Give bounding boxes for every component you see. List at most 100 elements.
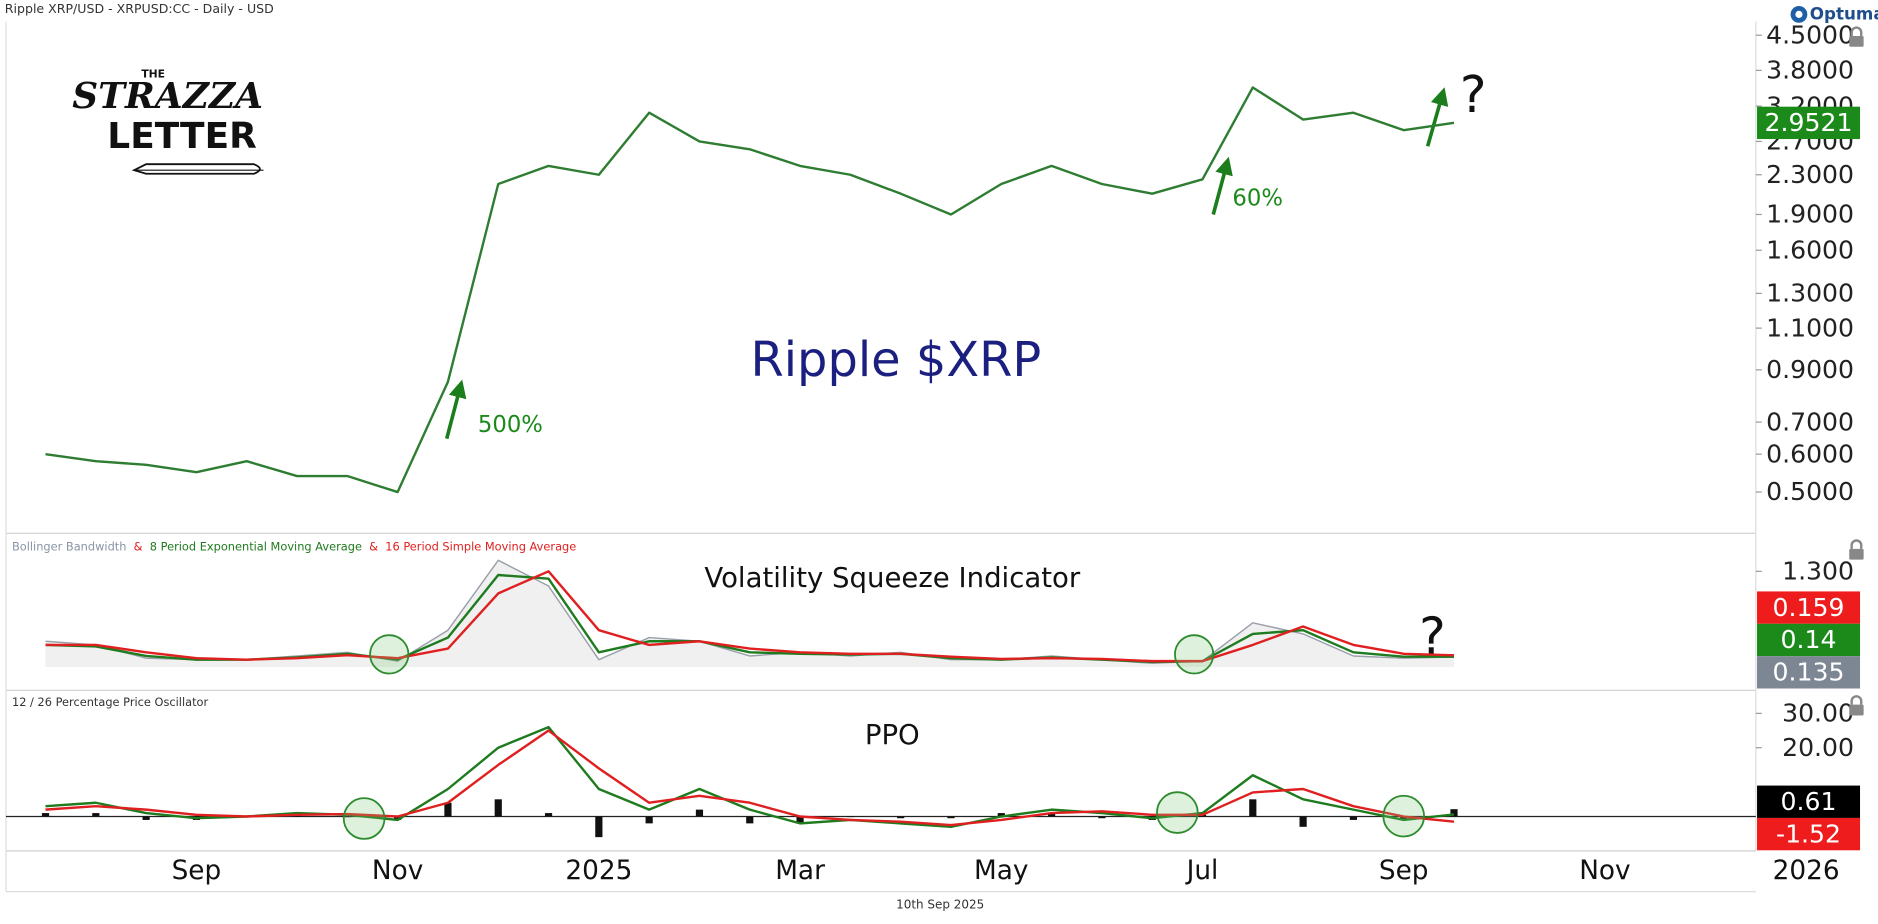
x-tick-label: 2025 bbox=[565, 856, 632, 886]
y-tick-label: 0.6000 bbox=[1766, 439, 1854, 468]
x-tick-label: 2026 bbox=[1773, 856, 1840, 886]
last-value-box bbox=[1757, 106, 1861, 140]
histogram-bar bbox=[343, 816, 351, 818]
y-tick-label: 1.9000 bbox=[1766, 200, 1854, 229]
marks: Sep Nov 2025 Mar May Jul Sep Nov 2026 4.5000 3.800… bbox=[5, 20, 1861, 886]
panel-title: PPO bbox=[865, 719, 920, 751]
y-tick-label: 4.5000 bbox=[1766, 20, 1854, 49]
x-tick-label: Jul bbox=[1185, 856, 1219, 886]
histogram-bar bbox=[444, 802, 452, 817]
highlight-circle bbox=[1156, 791, 1199, 834]
x-tick-label: Sep bbox=[172, 856, 222, 886]
histogram-bar bbox=[645, 816, 653, 824]
histogram-bar bbox=[1249, 799, 1257, 817]
highlight-circle bbox=[1174, 634, 1215, 675]
last-value-label: 0.135 bbox=[1773, 658, 1845, 687]
y-tick-label: 1.1000 bbox=[1766, 313, 1854, 342]
y-tick-label: 0.5000 bbox=[1766, 477, 1854, 506]
histogram-bar bbox=[92, 813, 100, 817]
highlight-circle bbox=[342, 797, 386, 840]
histogram-bar bbox=[1047, 813, 1056, 817]
logo-text: STRAZZA bbox=[72, 75, 263, 117]
x-tick-label: Nov bbox=[372, 856, 423, 886]
lock-icon bbox=[1850, 26, 1863, 36]
annotation: 60% bbox=[1232, 185, 1283, 211]
arrow bbox=[445, 379, 467, 440]
lock-icon bbox=[1850, 695, 1863, 705]
histogram-bar bbox=[1098, 816, 1106, 819]
series-line bbox=[45, 570, 1455, 663]
y-tick-label: 3.8000 bbox=[1766, 56, 1854, 85]
arrow bbox=[1211, 156, 1233, 215]
histogram-bar bbox=[746, 816, 754, 824]
brand: Optuma bbox=[1790, 3, 1878, 23]
panel-title: Volatility Squeeze Indicator bbox=[704, 562, 1080, 594]
histogram-bar bbox=[1450, 809, 1458, 817]
legend-separator: & bbox=[369, 539, 378, 553]
histogram-bar bbox=[394, 816, 402, 820]
y-tick-label: 30.00 bbox=[1782, 699, 1854, 728]
histogram-bar bbox=[544, 813, 553, 817]
footer-date: 10th Sep 2025 bbox=[896, 897, 984, 911]
histogram-bar bbox=[796, 816, 804, 824]
legend-entry: Bollinger Bandwidth bbox=[12, 539, 126, 553]
logo: THE STRAZZA LETTER bbox=[72, 67, 264, 175]
y-tick-label: 1.6000 bbox=[1766, 235, 1854, 264]
area bbox=[45, 560, 1455, 668]
highlights bbox=[342, 634, 1425, 840]
logo-text: THE bbox=[141, 67, 165, 80]
histogram-bar bbox=[1349, 816, 1357, 820]
series-line bbox=[45, 86, 1455, 494]
histogram-bar bbox=[695, 809, 704, 817]
last-value-label: -1.52 bbox=[1776, 819, 1841, 848]
lock-icon bbox=[1849, 548, 1864, 560]
lock-icon bbox=[1849, 704, 1864, 716]
lock-icon bbox=[1849, 35, 1864, 47]
last-value-box bbox=[1757, 785, 1861, 818]
series-line bbox=[45, 729, 1455, 827]
last-value-box bbox=[1757, 817, 1861, 851]
arrow bbox=[1425, 87, 1449, 147]
histogram-bar bbox=[947, 816, 955, 819]
legend-separator: & bbox=[134, 539, 143, 553]
x-tick-label: Nov bbox=[1579, 856, 1630, 886]
header: Ripple XRP/USD - XRPUSD:CC - Daily - USD bbox=[5, 1, 274, 16]
y-tick-label: 20.00 bbox=[1782, 733, 1854, 762]
y-tick-label: 2.3000 bbox=[1766, 160, 1854, 189]
last-value-box bbox=[1757, 656, 1861, 689]
y-tick-label: 1.300 bbox=[1782, 557, 1854, 586]
highlight-circle bbox=[1382, 794, 1425, 838]
y-tick-label: 1.3000 bbox=[1766, 279, 1854, 308]
annotation: ? bbox=[1460, 65, 1487, 124]
price-title: Ripple $XRP bbox=[750, 333, 1041, 388]
legend-entry: 8 Period Exponential Moving Average bbox=[150, 539, 362, 553]
legend-entry: 16 Period Simple Moving Average bbox=[385, 539, 576, 553]
brand-name: Optuma bbox=[1810, 3, 1878, 23]
last-value-label: 0.159 bbox=[1773, 593, 1845, 622]
histogram-bar bbox=[41, 813, 50, 817]
lock-icon bbox=[1850, 539, 1863, 549]
brand-icon bbox=[1795, 10, 1803, 18]
histogram-bar bbox=[494, 799, 502, 817]
y-tick-label: 0.7000 bbox=[1766, 407, 1854, 436]
x-tick-label: Sep bbox=[1379, 856, 1429, 886]
histogram-bar bbox=[897, 816, 905, 819]
last-value-label: 0.14 bbox=[1781, 625, 1837, 654]
panel-caption: 12 / 26 Percentage Price Oscillator bbox=[12, 695, 209, 709]
highlight-circle bbox=[369, 634, 410, 675]
annotation: 500% bbox=[478, 412, 543, 438]
histogram-bar bbox=[1400, 816, 1408, 820]
histogram-bar bbox=[1299, 816, 1307, 827]
last-value-label: 2.9521 bbox=[1765, 108, 1853, 137]
y-tick-label: 0.9000 bbox=[1766, 355, 1854, 384]
legend: Bollinger Bandwidth & 8 Period Exponenti… bbox=[12, 539, 576, 553]
lock-icons bbox=[1849, 26, 1864, 716]
last-value-box bbox=[1757, 591, 1861, 624]
histogram-bar bbox=[846, 816, 854, 818]
logo-text: LETTER bbox=[107, 116, 256, 157]
last-value-box bbox=[1757, 623, 1861, 657]
x-tick-label: May bbox=[974, 856, 1028, 886]
